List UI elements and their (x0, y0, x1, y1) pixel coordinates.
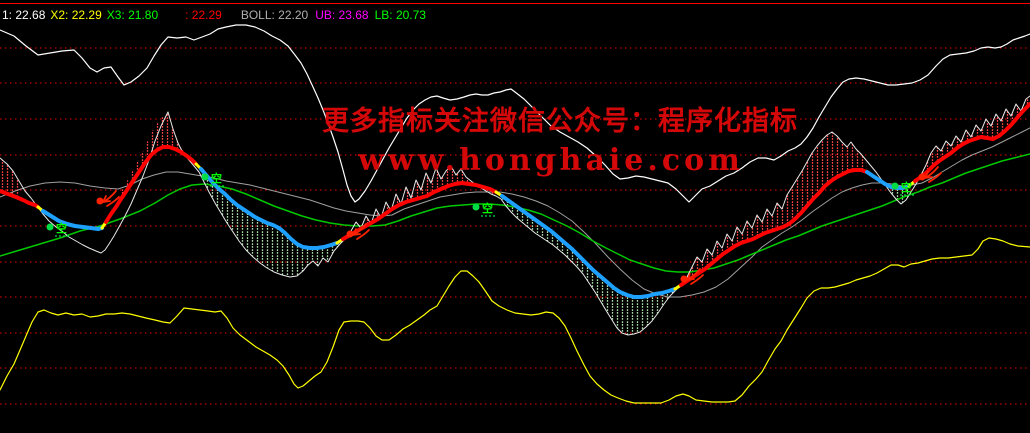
trend-down-segment (865, 170, 911, 190)
indicator-value-label: LB: 20.73 (374, 8, 426, 22)
gridlines (0, 47, 1030, 405)
sell-signal-marker: 空 (46, 221, 71, 237)
hatch-down-region (201, 169, 343, 277)
trend-up-segment (679, 168, 869, 287)
buy-dot-icon (680, 275, 688, 283)
hatch-up-region (0, 158, 19, 199)
buy-signal-marker (918, 166, 942, 183)
indicator-value-label: X2: 22.29 (50, 8, 102, 22)
hatch-down-region (502, 196, 681, 335)
sell-dot-icon (891, 182, 899, 190)
buy-signal-marker (680, 268, 704, 285)
indicator-value-label: UB: 23.68 (315, 8, 369, 22)
sell-marker-label: 空 (482, 201, 493, 215)
trend-up-segment (913, 102, 1030, 183)
indicator-value-bar: 1: 22.68 X2: 22.29 X3: 21.80 : 22.29 BOLL: 2… (2, 7, 426, 23)
trend-down-segment (41, 209, 104, 231)
buy-dot-icon (96, 197, 104, 205)
trend-up-segment (104, 145, 198, 224)
trend-line (0, 102, 1030, 299)
hatch-up-region (921, 96, 1030, 177)
sell-marker-label: 空 (211, 171, 222, 185)
panel-top-border (0, 3, 1030, 4)
trend-up-segment (0, 189, 40, 209)
buy-arrow-icon (352, 223, 370, 240)
hatch-up-region (687, 132, 867, 281)
buy-signal-marker (96, 190, 120, 207)
indicator-value-label: : 22.29 (185, 8, 222, 22)
sell-signal-marker: 空 (472, 201, 497, 217)
buy-arrow-icon (924, 166, 942, 183)
hatch-up-region (118, 112, 196, 202)
upper-band-line (0, 24, 1030, 203)
indicator-value-label: 1: 22.68 (2, 8, 46, 22)
sell-dot-icon (46, 223, 54, 231)
sell-signal-marker: 空 (891, 180, 916, 196)
buy-arrow-icon (686, 268, 704, 285)
trend-down-segment (199, 167, 339, 250)
buy-arrow-icon (102, 190, 120, 207)
sell-signal-marker: 空 (201, 171, 226, 187)
buy-dot-icon (918, 173, 926, 181)
trend-down-segment (500, 194, 677, 299)
trend-up-segment (341, 181, 498, 241)
indicator-value-label: X3: 21.80 (106, 8, 159, 22)
sell-dot-icon (472, 203, 480, 211)
indicator-value-label: BOLL: 22.20 (240, 8, 309, 22)
sell-marker-label: 空 (901, 180, 912, 194)
sell-marker-label: 空 (56, 221, 67, 235)
buy-signal-marker (346, 223, 370, 240)
buy-dot-icon (346, 230, 354, 238)
sell-dot-icon (201, 173, 209, 181)
lower-band-line (0, 237, 1030, 404)
